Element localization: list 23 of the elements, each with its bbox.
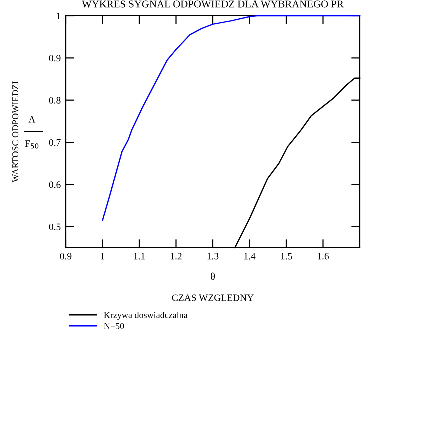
- x-tick-label: 1: [101, 253, 105, 260]
- x-tick-label: 1.5: [281, 253, 292, 260]
- x-tick-label: 1.1: [134, 253, 145, 260]
- legend-label: N=50: [104, 323, 124, 330]
- y-axis-title: WARTOSC ODPOWIEDZI: [12, 82, 19, 183]
- legend-label: Krzywa doswiadczalna: [104, 312, 188, 320]
- x-tick-label: 1.3: [208, 253, 219, 260]
- y-tick-label: 0.5: [49, 224, 61, 230]
- x-tick-label: 1.2: [171, 253, 182, 260]
- x-tick-label: 0.9: [60, 253, 72, 260]
- text: CZAS WZGLEDNY: [172, 294, 254, 302]
- text: F$_{50}$: [25, 140, 39, 149]
- text: A: [28, 116, 36, 123]
- line-series: [102, 15, 361, 222]
- y-tick-label: 0.7: [49, 139, 61, 146]
- y-tick-label: 0.9: [49, 55, 61, 62]
- chart-title: WYKRES SYGNAL ODPOWIEDZ DLA WYBRANEGO PR: [82, 0, 344, 8]
- y-tick-label: 1: [57, 12, 61, 20]
- x-tick-label: 1.6: [318, 253, 330, 260]
- x-tick-label: 1.4: [244, 253, 256, 260]
- x-axis-title: θ: [210, 272, 216, 280]
- y-tick-label: 0.8: [49, 97, 61, 104]
- y-tick-label: 0.6: [49, 182, 61, 188]
